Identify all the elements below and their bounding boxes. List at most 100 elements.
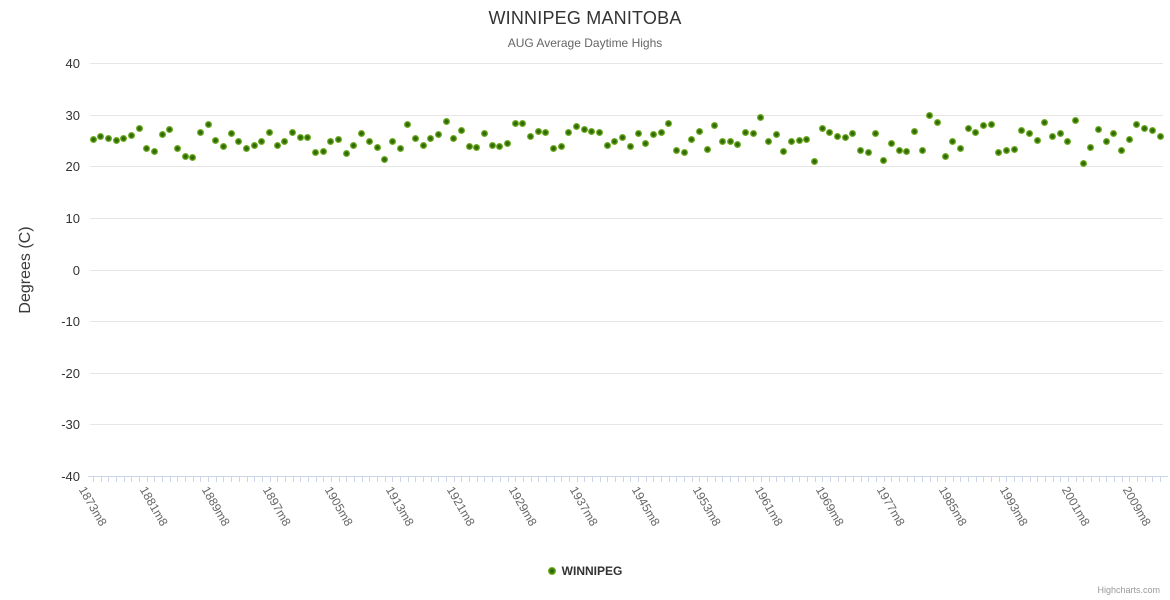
data-point[interactable] bbox=[381, 156, 389, 164]
data-point[interactable] bbox=[864, 148, 872, 156]
data-point[interactable] bbox=[672, 147, 680, 155]
data-point[interactable] bbox=[1018, 127, 1026, 135]
data-point[interactable] bbox=[511, 120, 519, 128]
data-point[interactable] bbox=[127, 132, 135, 140]
data-point[interactable] bbox=[649, 131, 657, 139]
data-point[interactable] bbox=[166, 126, 174, 134]
data-point[interactable] bbox=[903, 147, 911, 155]
data-point[interactable] bbox=[1064, 137, 1072, 145]
data-point[interactable] bbox=[235, 138, 243, 146]
data-point[interactable] bbox=[872, 129, 880, 137]
data-point[interactable] bbox=[304, 133, 312, 141]
data-point[interactable] bbox=[811, 158, 819, 166]
data-point[interactable] bbox=[281, 138, 289, 146]
data-point[interactable] bbox=[373, 143, 381, 151]
data-point[interactable] bbox=[910, 127, 918, 135]
data-point[interactable] bbox=[726, 138, 734, 146]
data-point[interactable] bbox=[580, 125, 588, 133]
data-point[interactable] bbox=[657, 128, 665, 136]
data-point[interactable] bbox=[703, 146, 711, 154]
data-point[interactable] bbox=[695, 127, 703, 135]
data-point[interactable] bbox=[519, 120, 527, 128]
data-point[interactable] bbox=[289, 129, 297, 137]
data-point[interactable] bbox=[979, 121, 987, 129]
legend-item-winnipeg[interactable]: WINNIPEG bbox=[0, 564, 1170, 578]
data-point[interactable] bbox=[895, 146, 903, 154]
data-point[interactable] bbox=[1056, 130, 1064, 138]
data-point[interactable] bbox=[956, 144, 964, 152]
data-point[interactable] bbox=[887, 139, 895, 147]
data-point[interactable] bbox=[857, 146, 865, 154]
data-point[interactable] bbox=[465, 142, 473, 150]
data-point[interactable] bbox=[1125, 135, 1133, 143]
data-point[interactable] bbox=[780, 147, 788, 155]
data-point[interactable] bbox=[1079, 159, 1087, 167]
data-point[interactable] bbox=[358, 130, 366, 138]
data-point[interactable] bbox=[527, 132, 535, 140]
data-point[interactable] bbox=[266, 129, 274, 137]
data-point[interactable] bbox=[312, 148, 320, 156]
credits-link[interactable]: Highcharts.com bbox=[1097, 585, 1160, 595]
data-point[interactable] bbox=[1095, 125, 1103, 133]
data-point[interactable] bbox=[941, 153, 949, 161]
data-point[interactable] bbox=[150, 147, 158, 155]
data-point[interactable] bbox=[818, 124, 826, 132]
data-point[interactable] bbox=[273, 142, 281, 150]
data-point[interactable] bbox=[219, 142, 227, 150]
data-point[interactable] bbox=[1010, 145, 1018, 153]
data-point[interactable] bbox=[89, 135, 97, 143]
data-point[interactable] bbox=[135, 124, 143, 132]
data-point[interactable] bbox=[826, 128, 834, 136]
data-point[interactable] bbox=[1087, 143, 1095, 151]
data-point[interactable] bbox=[120, 135, 128, 143]
data-point[interactable] bbox=[841, 133, 849, 141]
data-point[interactable] bbox=[189, 154, 197, 162]
data-point[interactable] bbox=[258, 138, 266, 146]
data-point[interactable] bbox=[688, 135, 696, 143]
data-point[interactable] bbox=[204, 120, 212, 128]
data-point[interactable] bbox=[1148, 127, 1156, 135]
data-point[interactable] bbox=[611, 137, 619, 145]
data-point[interactable] bbox=[158, 131, 166, 139]
data-point[interactable] bbox=[350, 142, 358, 150]
data-point[interactable] bbox=[1102, 138, 1110, 146]
data-point[interactable] bbox=[319, 147, 327, 155]
data-point[interactable] bbox=[442, 117, 450, 125]
data-point[interactable] bbox=[949, 137, 957, 145]
data-point[interactable] bbox=[1026, 130, 1033, 138]
data-point[interactable] bbox=[741, 129, 749, 137]
data-point[interactable] bbox=[565, 128, 573, 136]
data-point[interactable] bbox=[1133, 120, 1141, 128]
data-point[interactable] bbox=[596, 128, 604, 136]
data-point[interactable] bbox=[964, 125, 972, 133]
data-point[interactable] bbox=[243, 144, 251, 152]
data-point[interactable] bbox=[734, 141, 742, 149]
data-point[interactable] bbox=[1156, 132, 1164, 140]
data-point[interactable] bbox=[765, 138, 772, 146]
data-point[interactable] bbox=[342, 149, 350, 157]
data-point[interactable] bbox=[534, 127, 542, 135]
data-point[interactable] bbox=[296, 133, 304, 141]
data-point[interactable] bbox=[411, 135, 419, 143]
data-point[interactable] bbox=[488, 142, 496, 150]
data-point[interactable] bbox=[542, 128, 550, 136]
data-point[interactable] bbox=[933, 119, 941, 127]
data-point[interactable] bbox=[757, 113, 765, 121]
data-point[interactable] bbox=[550, 144, 558, 152]
data-point[interactable] bbox=[1110, 130, 1118, 138]
data-point[interactable] bbox=[1049, 133, 1057, 141]
data-point[interactable] bbox=[711, 121, 719, 129]
data-point[interactable] bbox=[634, 129, 642, 137]
data-point[interactable] bbox=[603, 142, 611, 150]
data-point[interactable] bbox=[227, 130, 235, 138]
data-point[interactable] bbox=[557, 142, 565, 150]
data-point[interactable] bbox=[365, 138, 373, 146]
data-point[interactable] bbox=[849, 129, 857, 137]
data-point[interactable] bbox=[795, 136, 803, 144]
data-point[interactable] bbox=[112, 137, 120, 145]
data-point[interactable] bbox=[496, 143, 504, 151]
data-point[interactable] bbox=[588, 127, 596, 135]
data-point[interactable] bbox=[212, 136, 220, 144]
data-point[interactable] bbox=[1041, 119, 1049, 127]
data-point[interactable] bbox=[749, 129, 757, 137]
